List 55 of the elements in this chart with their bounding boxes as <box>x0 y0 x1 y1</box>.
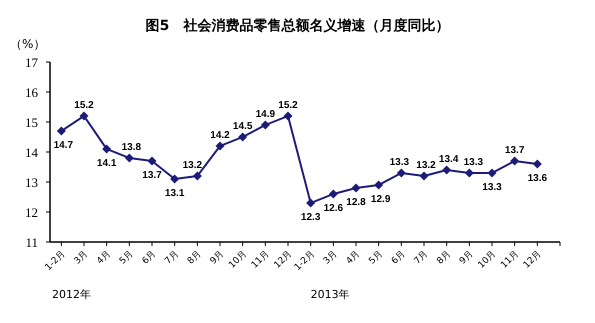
data-label: 13.2 <box>182 160 202 171</box>
data-label: 14.2 <box>210 130 230 141</box>
xtick: 4月 <box>95 249 113 267</box>
data-label: 13.3 <box>464 157 484 168</box>
data-label: 14.5 <box>232 121 252 132</box>
data-label: 13.1 <box>164 188 184 199</box>
data-label: 13.7 <box>142 170 162 181</box>
xtick: 12月 <box>522 249 544 271</box>
xtick: 10月 <box>227 249 249 271</box>
data-label: 13.8 <box>122 142 142 153</box>
xtick: 7月 <box>412 249 430 267</box>
data-label: 14.1 <box>96 158 116 169</box>
ytick: 13 <box>25 175 38 190</box>
data-label: 13.6 <box>528 173 548 184</box>
data-label: 12.3 <box>300 212 320 223</box>
ytick: 14 <box>25 145 38 160</box>
ytick: 12 <box>25 205 38 220</box>
annotation: 2012年 <box>52 288 91 301</box>
xtick: 12月 <box>272 249 294 271</box>
data-label: 14.9 <box>256 109 276 120</box>
xtick: 10月 <box>476 249 498 271</box>
xtick: 3月 <box>72 249 90 267</box>
ylabel: （%） <box>10 37 46 51</box>
xtick: 9月 <box>208 249 226 267</box>
xtick: 11月 <box>499 249 521 271</box>
xtick: 9月 <box>458 249 476 267</box>
xtick: 1-2月 <box>292 249 317 273</box>
data-label: 12.6 <box>324 203 344 214</box>
data-label: 13.4 <box>438 154 458 165</box>
data-label: 13.2 <box>416 160 436 171</box>
xtick: 6月 <box>390 249 408 267</box>
ytick: 15 <box>25 115 38 130</box>
data-label: 15.2 <box>74 100 94 111</box>
xtick: 11月 <box>250 249 272 271</box>
ytick: 16 <box>25 85 38 100</box>
xtick: 4月 <box>344 249 362 267</box>
ytick: 11 <box>25 235 38 250</box>
annotation: 2013年 <box>310 288 350 301</box>
xtick: 8月 <box>435 249 453 267</box>
data-label: 13.3 <box>390 157 410 168</box>
data-label: 12.8 <box>346 197 366 208</box>
xtick: 3月 <box>322 249 340 267</box>
data-label: 14.7 <box>54 140 74 151</box>
data-label: 13.7 <box>504 145 524 156</box>
xtick: 7月 <box>163 249 181 267</box>
data-label: 15.2 <box>278 100 298 111</box>
xtick: 5月 <box>367 249 385 267</box>
data-label: 12.9 <box>370 194 390 205</box>
data-label: 13.3 <box>482 182 502 193</box>
title: 图5 社会消费品零售总额名义增速（月度同比） <box>146 18 450 34</box>
ytick: 17 <box>25 55 38 70</box>
xtick: 5月 <box>118 249 136 267</box>
xtick: 6月 <box>140 249 158 267</box>
xtick: 8月 <box>186 249 204 267</box>
xtick: 1-2月 <box>44 249 68 273</box>
